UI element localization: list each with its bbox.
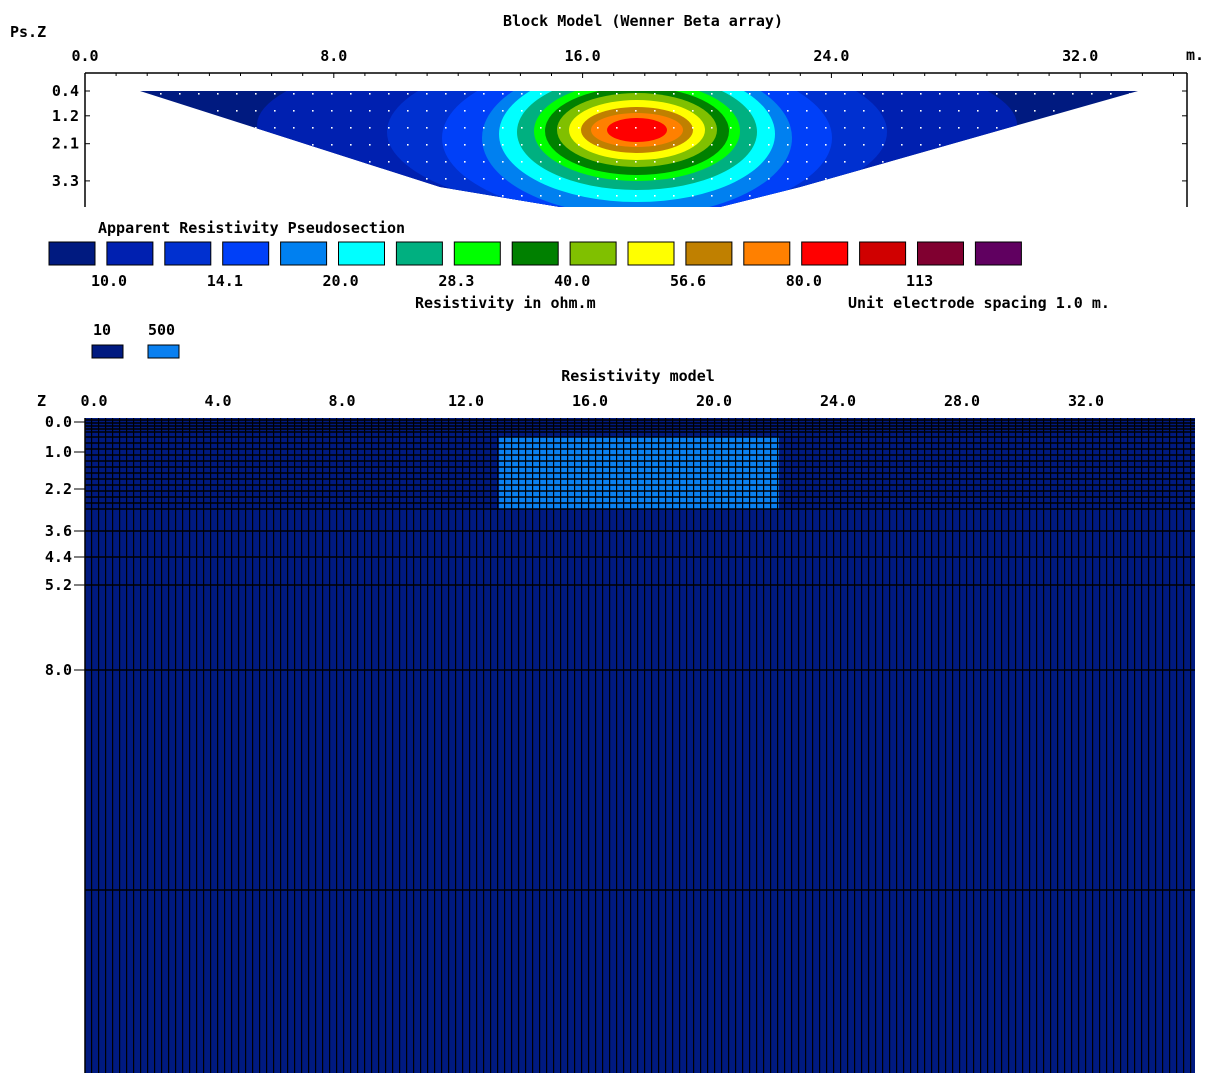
model-legend-label-high: 500 (148, 321, 175, 339)
colorbar: Apparent Resistivity Pseudosection 10.0 1… (48, 219, 1110, 312)
colorbar-swatch (917, 241, 964, 266)
pseudosection-caption: Apparent Resistivity Pseudosection (98, 219, 405, 237)
colorbar-swatch (627, 241, 675, 266)
pseudo-depth-axis-label: Ps.Z (10, 23, 46, 41)
model-y-ticks: 0.0 1.0 2.2 3.6 4.4 5.2 8.0 (45, 413, 85, 679)
colorbar-swatches (48, 241, 1022, 266)
colorbar-label: 113 (906, 272, 933, 290)
model-x-tick-label: 24.0 (820, 392, 856, 410)
pseudo-x-tick-label: 24.0 (813, 47, 849, 65)
model-depth-tick-label: 4.4 (45, 548, 72, 566)
colorbar-swatch (801, 241, 849, 266)
model-x-tick-label: 12.0 (448, 392, 484, 410)
model-x-tick-label: 20.0 (696, 392, 732, 410)
electrode-spacing-label: Unit electrode spacing 1.0 m. (848, 294, 1110, 312)
resistivity-model-panel: Resistivity model Z 0.0 4.0 8.0 12.0 16.0 20.… (37, 367, 1195, 1073)
colorbar-swatch (569, 241, 617, 266)
model-title: Resistivity model (561, 367, 715, 385)
model-x-tick-label: 16.0 (572, 392, 608, 410)
model-grid (85, 418, 1195, 1073)
colorbar-swatch (338, 241, 385, 266)
model-depth-tick-label: 1.0 (45, 443, 72, 461)
colorbar-swatch (859, 241, 907, 266)
colorbar-swatch (743, 241, 791, 266)
pseudo-x-tick-label: 16.0 (565, 47, 601, 65)
colorbar-label: 56.6 (670, 272, 706, 290)
model-depth-tick-label: 3.6 (45, 522, 72, 540)
data-point-markers (140, 91, 1138, 207)
colorbar-label: 14.1 (207, 272, 243, 290)
model-row-lines (85, 419, 1195, 891)
model-depth-tick-label: 5.2 (45, 576, 72, 594)
model-legend-swatch-low (91, 344, 124, 359)
model-x-tick-label: 8.0 (328, 392, 355, 410)
colorbar-swatch (511, 241, 559, 266)
colorbar-label: 10.0 (91, 272, 127, 290)
pseudo-x-ticks: 0.0 8.0 16.0 24.0 32.0 (71, 47, 1098, 65)
pseudo-minor-ticks (84, 73, 1174, 78)
colorbar-label: 40.0 (554, 272, 590, 290)
colorbar-swatch (974, 241, 1022, 266)
model-depth-tick-label: 2.2 (45, 480, 72, 498)
colorbar-label: 28.3 (438, 272, 474, 290)
colorbar-swatch (280, 241, 328, 266)
model-x-tick-label: 4.0 (204, 392, 231, 410)
pseudo-x-tick-label: 32.0 (1062, 47, 1098, 65)
colorbar-units-label: Resistivity in ohm.m (415, 294, 596, 312)
colorbar-swatch (48, 241, 96, 266)
pseudo-y-ticks: 0.4 1.2 2.1 3.3 (52, 82, 1187, 190)
model-x-tick-label: 0.0 (80, 392, 107, 410)
pseudo-x-tick-label: 8.0 (320, 47, 347, 65)
model-depth-axis-label: Z (37, 392, 46, 410)
model-cell-columns (85, 418, 1195, 1073)
colorbar-label: 80.0 (786, 272, 822, 290)
figure-title: Block Model (Wenner Beta array) (503, 12, 783, 30)
model-legend: 10 500 (91, 321, 180, 359)
model-legend-swatch-high (147, 344, 180, 359)
colorbar-swatch (685, 241, 733, 266)
pseudo-depth-tick-label: 3.3 (52, 172, 79, 190)
pseudo-depth-tick-label: 1.2 (52, 107, 79, 125)
model-depth-tick-label: 0.0 (45, 413, 72, 431)
colorbar-labels: 10.0 14.1 20.0 28.3 40.0 56.6 80.0 113 (91, 272, 933, 290)
model-x-ticks: 0.0 4.0 8.0 12.0 16.0 20.0 24.0 28.0 32.0 (80, 392, 1104, 410)
colorbar-swatch (395, 241, 443, 266)
model-x-tick-label: 28.0 (944, 392, 980, 410)
colorbar-swatch (222, 241, 270, 266)
pseudo-x-tick-label: 0.0 (71, 47, 98, 65)
pseudosection-panel: Ps.Z m. 0.0 8.0 16.0 24.0 32.0 0.4 1.2 2.1 3.3 (10, 23, 1204, 207)
pseudosection-contours (140, 91, 1138, 207)
colorbar-swatch (453, 241, 501, 266)
colorbar-swatch (164, 241, 212, 266)
model-legend-label-low: 10 (93, 321, 111, 339)
model-depth-tick-label: 8.0 (45, 661, 72, 679)
pseudo-depth-tick-label: 2.1 (52, 135, 79, 153)
pseudo-depth-tick-label: 0.4 (52, 82, 79, 100)
colorbar-swatch (106, 241, 154, 266)
colorbar-label: 20.0 (323, 272, 359, 290)
pseudo-unit-label: m. (1186, 46, 1204, 64)
model-x-tick-label: 32.0 (1068, 392, 1104, 410)
